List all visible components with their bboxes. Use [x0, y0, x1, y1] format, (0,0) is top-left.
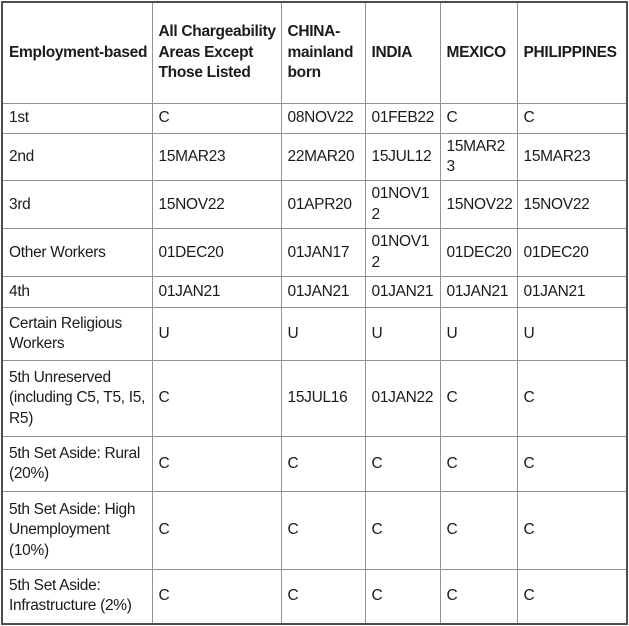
table-row: Certain Religious Workers U U U U U [1, 307, 628, 362]
date-cell: 01APR20 [280, 180, 366, 230]
table-row: 1st C 08NOV22 01FEB22 C C [1, 102, 628, 134]
table-row: 5th Set Aside: High Unemployment (10%) C C… [1, 491, 628, 571]
table-row: 5th Set Aside: Infrastructure (2%) C C C C C [1, 569, 628, 625]
table-row: 3rd 15NOV22 01APR20 01NOV12 15NOV22 15NOV22 [1, 180, 628, 230]
table-row: 5th Set Aside: Rural (20%) C C C C C [1, 436, 628, 493]
date-cell: C [280, 491, 366, 571]
table-row: 5th Unreserved (including C5, T5, I5, R5… [1, 360, 628, 438]
date-cell: C [151, 436, 282, 493]
date-cell: C [151, 360, 282, 438]
column-header-2: CHINA-mainland born [280, 1, 366, 104]
column-header-4: MEXICO [439, 1, 518, 104]
column-header-3: INDIA [364, 1, 441, 104]
date-cell: C [364, 569, 441, 625]
date-cell: 15NOV22 [516, 180, 628, 230]
date-cell: U [439, 307, 518, 362]
column-header-1: All Chargeability Areas Except Those Lis… [151, 1, 282, 104]
date-cell: 01DEC20 [439, 228, 518, 278]
date-cell: C [364, 491, 441, 571]
date-cell: C [516, 360, 628, 438]
date-cell: C [516, 569, 628, 625]
header-row: Employment-based All Chargeability Areas … [1, 1, 628, 104]
row-category: 5th Set Aside: Infrastructure (2%) [1, 569, 153, 625]
date-cell: C [439, 491, 518, 571]
column-header-0: Employment-based [1, 1, 153, 104]
date-cell: C [516, 102, 628, 134]
date-cell: C [439, 436, 518, 493]
row-category: 5th Set Aside: Rural (20%) [1, 436, 153, 493]
date-cell: C [516, 436, 628, 493]
date-cell: 01JAN21 [516, 276, 628, 309]
date-cell: U [280, 307, 366, 362]
row-category: 5th Unreserved (including C5, T5, I5, R5… [1, 360, 153, 438]
date-cell: 15MAR23 [439, 132, 518, 182]
date-cell: C [280, 436, 366, 493]
date-cell: C [439, 569, 518, 625]
date-cell: 01NOV12 [364, 228, 441, 278]
date-cell: C [151, 491, 282, 571]
date-cell: C [364, 436, 441, 493]
date-cell: 01JAN21 [151, 276, 282, 309]
date-cell: 15JUL16 [280, 360, 366, 438]
row-category: 2nd [1, 132, 153, 182]
table-row: 2nd 15MAR23 22MAR20 15JUL12 15MAR23 15MAR23 [1, 132, 628, 182]
date-cell: 01DEC20 [516, 228, 628, 278]
date-cell: C [280, 569, 366, 625]
table-body: 1st C 08NOV22 01FEB22 C C 2nd 15MAR23 22MAR20 15J… [1, 102, 628, 625]
date-cell: C [439, 102, 518, 134]
row-category: Other Workers [1, 228, 153, 278]
date-cell: 01DEC20 [151, 228, 282, 278]
table-row: 4th 01JAN21 01JAN21 01JAN21 01JAN21 01JAN21 [1, 276, 628, 309]
row-category: 4th [1, 276, 153, 309]
date-cell: 01JAN21 [280, 276, 366, 309]
row-category: Certain Religious Workers [1, 307, 153, 362]
date-cell: U [364, 307, 441, 362]
date-cell: 01NOV12 [364, 180, 441, 230]
date-cell: 15NOV22 [439, 180, 518, 230]
column-header-5: PHILIPPINES [516, 1, 628, 104]
date-cell: 15JUL12 [364, 132, 441, 182]
row-category: 5th Set Aside: High Unemployment (10%) [1, 491, 153, 571]
date-cell: 15MAR23 [151, 132, 282, 182]
date-cell: 22MAR20 [280, 132, 366, 182]
table-row: Other Workers 01DEC20 01JAN17 01NOV12 01DEC2… [1, 228, 628, 278]
row-category: 3rd [1, 180, 153, 230]
date-cell: 08NOV22 [280, 102, 366, 134]
row-category: 1st [1, 102, 153, 134]
date-cell: 01JAN22 [364, 360, 441, 438]
date-cell: C [516, 491, 628, 571]
date-cell: U [151, 307, 282, 362]
date-cell: 15NOV22 [151, 180, 282, 230]
date-cell: 01FEB22 [364, 102, 441, 134]
date-cell: C [151, 569, 282, 625]
date-cell: U [516, 307, 628, 362]
date-cell: C [439, 360, 518, 438]
date-cell: 01JAN17 [280, 228, 366, 278]
date-cell: 01JAN21 [439, 276, 518, 309]
table-header: Employment-based All Chargeability Areas … [1, 1, 628, 104]
date-cell: 15MAR23 [516, 132, 628, 182]
date-cell: 01JAN21 [364, 276, 441, 309]
date-cell: C [151, 102, 282, 134]
